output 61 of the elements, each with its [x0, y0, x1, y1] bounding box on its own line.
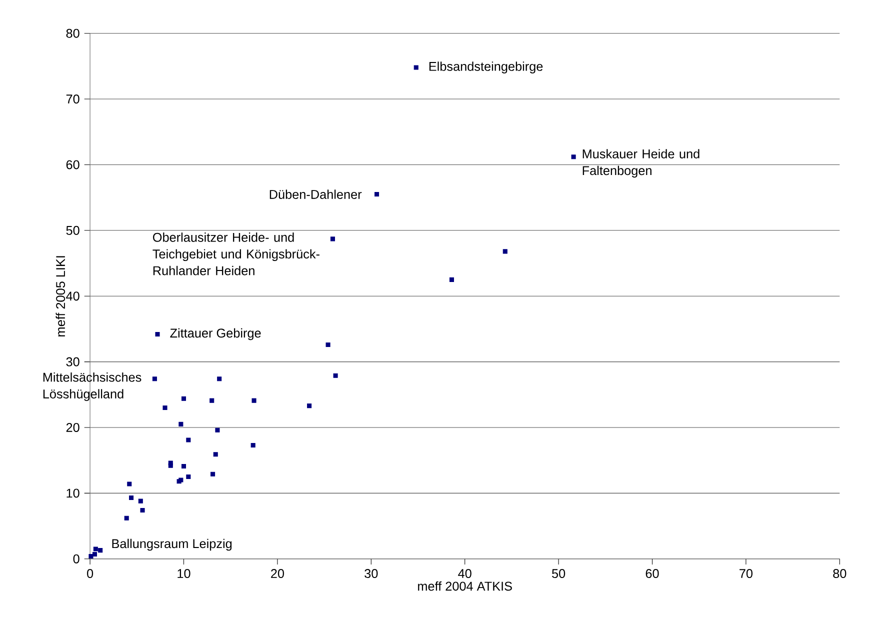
point: [152, 376, 157, 382]
x-tick-label: 10: [178, 569, 190, 578]
point: [213, 452, 218, 457]
x-tick-label: 40: [458, 569, 472, 578]
x-tick-label: 80: [833, 569, 846, 578]
point: [128, 496, 134, 500]
x-tick-label: 60: [646, 569, 659, 578]
annotation: Düben-Dahlener: [270, 190, 362, 199]
y-tick-label: 30: [66, 357, 80, 366]
point: [330, 236, 335, 242]
y-tick-label: 80: [66, 28, 80, 38]
point: [92, 552, 97, 557]
y-axis-title: meff 2005 LIKI: [56, 256, 66, 336]
annotation: Ballungsraum Leipzig: [112, 538, 232, 551]
y-tick-label: 70: [66, 94, 80, 104]
point: [333, 373, 338, 378]
x-tick-label: 20: [271, 569, 284, 578]
point: [210, 472, 216, 476]
point: [124, 516, 129, 520]
point: [215, 428, 220, 432]
y-tick-label: 20: [66, 423, 80, 432]
y-tick-label: 10: [66, 488, 80, 498]
y-tick-label: 60: [66, 160, 80, 170]
point: [252, 398, 256, 403]
annotation: Elbsandsteingebirge: [429, 62, 543, 74]
point: [186, 438, 191, 442]
point: [127, 482, 132, 486]
x-tick-label: 50: [552, 569, 566, 578]
y-tick-label: 40: [66, 292, 80, 301]
point: [250, 442, 256, 448]
point: [98, 548, 103, 553]
x-tick-label: 70: [740, 569, 752, 578]
point: [210, 398, 214, 403]
point: [186, 474, 191, 480]
x-axis-title: meff 2004 ATKIS: [418, 581, 512, 591]
point: [502, 249, 508, 254]
point: [168, 463, 173, 468]
point: [307, 404, 312, 408]
x-tick-label: 30: [364, 569, 378, 578]
annotation: Oberlausitzer Heide- und Teichgebiet und Königsbrück-Ruhlander Heiden: [152, 232, 320, 276]
point: [88, 554, 94, 559]
point: [181, 396, 186, 401]
annotation: Muskauer Heide und Faltenbogen: [582, 149, 700, 178]
point: [140, 508, 145, 513]
point: [217, 376, 222, 382]
y-tick-label: 0: [73, 554, 80, 564]
point: [571, 154, 576, 160]
y-tick-label: 50: [66, 226, 80, 235]
point: [93, 546, 98, 552]
annotation: Mittelsächsisches Lösshügelland: [43, 372, 142, 402]
point: [155, 332, 160, 337]
point: [414, 65, 418, 70]
x-tick-label: 0: [87, 569, 94, 578]
annotation: Zittauer Gebirge: [170, 328, 261, 340]
point: [449, 277, 454, 282]
point: [178, 422, 184, 427]
point: [326, 342, 330, 348]
point: [181, 464, 186, 469]
point: [374, 192, 380, 197]
point: [138, 498, 143, 504]
point: [162, 406, 168, 410]
